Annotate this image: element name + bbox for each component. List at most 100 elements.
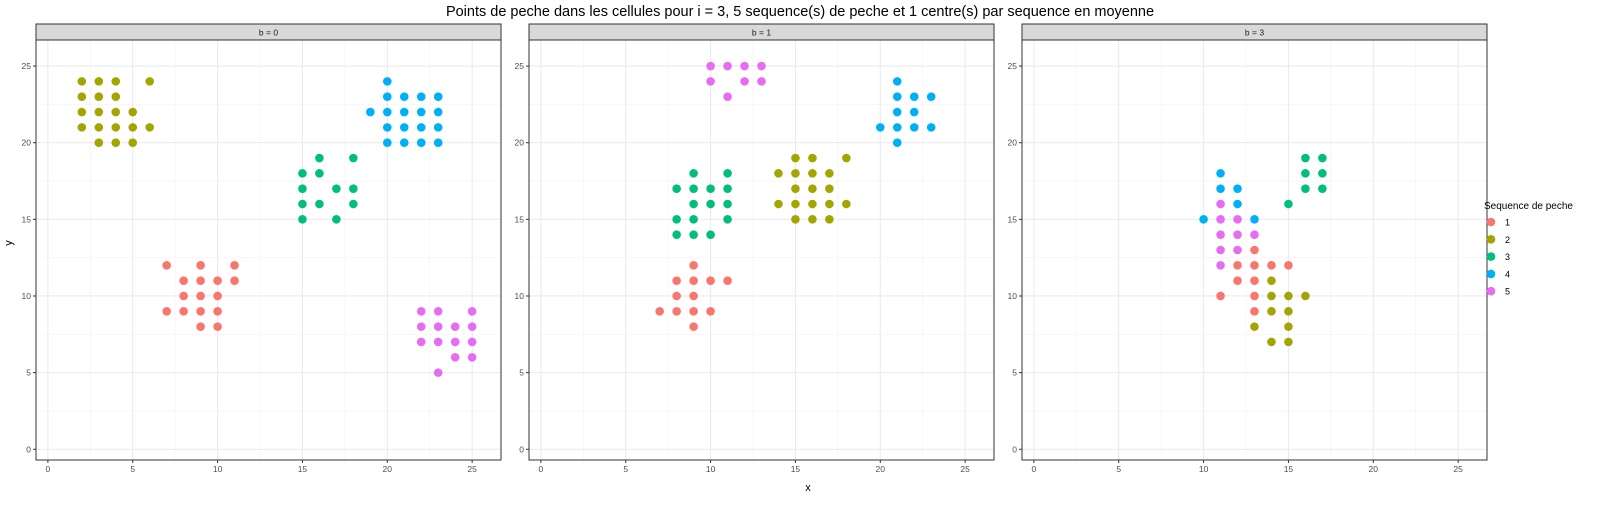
data-point-seq-4	[399, 92, 409, 102]
data-point-seq-3	[706, 230, 715, 239]
y-tick-label: 10	[515, 291, 525, 301]
data-point-seq-3	[298, 184, 307, 193]
data-point-seq-2	[1284, 307, 1293, 316]
data-point-seq-5	[433, 307, 443, 316]
legend: Sequence de peche 1 2 3 4 5	[1484, 201, 1573, 297]
data-point-seq-3	[672, 184, 681, 193]
data-point-seq-3	[1284, 199, 1293, 209]
data-point-seq-5	[1233, 215, 1242, 224]
data-point-seq-4	[382, 77, 392, 86]
data-point-seq-2	[1284, 322, 1293, 331]
data-point-seq-5	[740, 77, 749, 86]
data-point-seq-5	[450, 322, 460, 331]
data-point-seq-2	[842, 153, 851, 163]
data-point-seq-4	[416, 92, 426, 102]
x-tick-label: 10	[1199, 464, 1209, 474]
data-point-seq-4	[382, 123, 392, 132]
data-point-seq-4	[909, 92, 919, 102]
y-tick-label: 5	[26, 368, 31, 378]
data-point-seq-3	[332, 184, 341, 193]
data-point-seq-1	[672, 291, 681, 301]
y-tick-label: 10	[22, 291, 32, 301]
data-point-seq-3	[689, 184, 698, 193]
y-tick-label: 0	[519, 444, 524, 454]
data-point-seq-1	[1250, 276, 1259, 285]
data-point-seq-2	[1284, 291, 1293, 301]
panel-border	[1021, 39, 1488, 461]
data-point-seq-2	[825, 169, 834, 178]
data-point-seq-2	[111, 77, 121, 86]
x-tick-label: 20	[876, 464, 886, 474]
data-point-seq-5	[450, 352, 460, 362]
x-tick-label: 10	[706, 464, 716, 474]
data-point-seq-2	[145, 77, 155, 86]
data-point-seq-2	[94, 77, 104, 86]
panel-border	[528, 39, 995, 461]
y-tick-label: 0	[1012, 444, 1017, 454]
data-point-seq-2	[808, 184, 817, 193]
data-point-seq-5	[706, 61, 715, 71]
data-point-seq-2	[825, 184, 834, 193]
y-tick-label: 25	[22, 61, 32, 71]
data-point-seq-5	[433, 322, 443, 331]
data-point-seq-2	[774, 169, 783, 178]
data-point-seq-1	[230, 261, 239, 270]
data-point-seq-1	[213, 291, 222, 301]
data-point-seq-5	[1216, 199, 1225, 209]
data-point-seq-4	[382, 107, 392, 117]
data-point-seq-2	[808, 153, 817, 163]
y-tick-label: 10	[1008, 291, 1018, 301]
y-tick-label: 5	[1012, 368, 1017, 378]
data-point-seq-5	[433, 337, 443, 347]
facet-strip-label: b = 0	[259, 28, 278, 38]
data-point-seq-2	[128, 123, 138, 132]
chart-title: Points de peche dans les cellules pour i…	[446, 4, 1154, 20]
data-point-seq-1	[689, 261, 698, 270]
data-point-seq-1	[1284, 261, 1293, 270]
data-point-seq-3	[689, 169, 698, 178]
data-point-seq-4	[433, 123, 443, 132]
facet-panel: b = 0 0 5 10 15 20 25 0 5 10 15 20 25	[22, 23, 502, 474]
data-point-seq-2	[808, 199, 817, 209]
data-point-seq-2	[111, 92, 121, 102]
data-point-seq-3	[1301, 153, 1310, 163]
y-tick-label: 15	[22, 214, 32, 224]
data-point-seq-1	[689, 307, 698, 316]
data-point-seq-5	[723, 61, 732, 71]
data-point-seq-2	[825, 215, 834, 224]
data-point-seq-5	[1233, 230, 1242, 239]
data-point-seq-5	[416, 337, 426, 347]
data-point-seq-5	[467, 337, 477, 347]
data-point-seq-4	[926, 123, 936, 132]
data-point-seq-1	[1233, 261, 1242, 270]
data-point-seq-5	[757, 61, 766, 71]
data-point-seq-1	[672, 276, 681, 285]
y-tick-label: 15	[1008, 214, 1018, 224]
data-point-seq-3	[315, 153, 324, 163]
data-point-seq-3	[349, 199, 358, 209]
data-point-seq-5	[450, 337, 460, 347]
data-point-seq-2	[111, 107, 121, 117]
x-tick-label: 10	[213, 464, 223, 474]
data-point-seq-5	[433, 368, 443, 377]
x-tick-label: 0	[1032, 464, 1037, 474]
data-point-seq-4	[399, 138, 409, 148]
data-point-seq-4	[433, 107, 443, 117]
data-point-seq-3	[315, 169, 324, 178]
data-point-seq-2	[1250, 322, 1259, 331]
data-point-seq-3	[1318, 169, 1327, 178]
data-point-seq-5	[757, 77, 766, 86]
data-point-seq-2	[77, 92, 87, 102]
x-axis-label: x	[805, 482, 811, 494]
data-point-seq-3	[706, 199, 715, 209]
y-tick-label: 0	[26, 444, 31, 454]
data-point-seq-5	[467, 352, 477, 362]
facet-strip-label: b = 3	[1245, 28, 1264, 38]
data-point-seq-3	[723, 215, 732, 224]
x-tick-label: 15	[791, 464, 801, 474]
data-point-seq-5	[1216, 261, 1225, 270]
data-point-seq-4	[1199, 215, 1208, 224]
data-point-seq-1	[706, 276, 715, 285]
